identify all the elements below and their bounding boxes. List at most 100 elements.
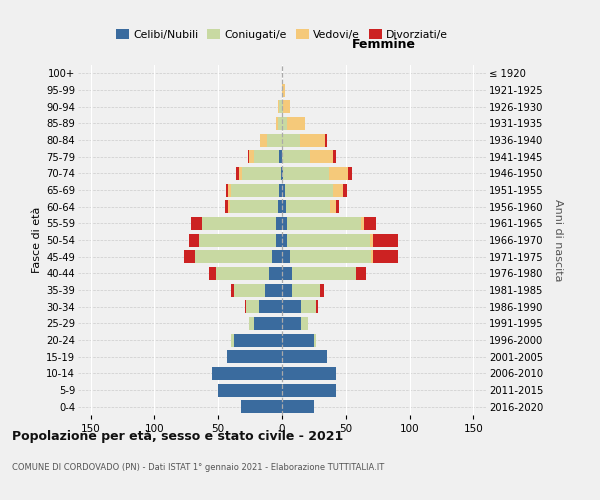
- Bar: [333, 184, 343, 196]
- Bar: [282, 334, 314, 346]
- Bar: [259, 300, 282, 313]
- Bar: [333, 150, 335, 163]
- Bar: [283, 100, 290, 113]
- Bar: [239, 167, 242, 180]
- Bar: [247, 300, 259, 313]
- Bar: [275, 117, 278, 130]
- Y-axis label: Anni di nascita: Anni di nascita: [553, 198, 563, 281]
- Text: COMUNE DI CORDOVADO (PN) - Dati ISTAT 1° gennaio 2021 - Elaborazione TUTTITALIA.: COMUNE DI CORDOVADO (PN) - Dati ISTAT 1°…: [12, 462, 384, 471]
- Bar: [284, 184, 333, 196]
- Bar: [278, 200, 282, 213]
- Bar: [254, 317, 282, 330]
- Bar: [287, 117, 305, 130]
- Bar: [231, 284, 233, 296]
- Bar: [282, 350, 326, 363]
- Bar: [361, 217, 364, 230]
- Bar: [191, 217, 202, 230]
- Bar: [265, 284, 282, 296]
- Bar: [282, 200, 286, 213]
- Bar: [282, 384, 335, 396]
- Bar: [275, 234, 282, 246]
- Bar: [300, 134, 325, 146]
- Bar: [209, 267, 216, 280]
- Bar: [278, 100, 280, 113]
- Bar: [282, 400, 314, 413]
- Bar: [199, 234, 275, 246]
- Legend: Celibi/Nubili, Coniugati/e, Vedovi/e, Divorziati/e: Celibi/Nubili, Coniugati/e, Vedovi/e, Di…: [112, 25, 452, 44]
- Bar: [329, 167, 349, 180]
- Bar: [269, 267, 282, 280]
- Bar: [287, 217, 361, 230]
- Bar: [282, 84, 284, 96]
- Bar: [286, 200, 331, 213]
- Bar: [282, 284, 292, 296]
- Bar: [280, 184, 282, 196]
- Bar: [282, 267, 292, 280]
- Bar: [216, 267, 269, 280]
- Bar: [249, 317, 254, 330]
- Bar: [373, 250, 398, 263]
- Bar: [282, 150, 310, 163]
- Text: Popolazione per età, sesso e stato civile - 2021: Popolazione per età, sesso e stato civil…: [12, 430, 343, 443]
- Bar: [282, 217, 287, 230]
- Bar: [184, 250, 196, 263]
- Bar: [212, 367, 282, 380]
- Bar: [364, 217, 376, 230]
- Bar: [373, 234, 398, 246]
- Bar: [229, 200, 230, 213]
- Bar: [343, 184, 347, 196]
- Bar: [189, 234, 199, 246]
- Bar: [283, 167, 329, 180]
- Bar: [229, 184, 231, 196]
- Bar: [202, 217, 275, 230]
- Bar: [301, 317, 308, 330]
- Bar: [282, 300, 301, 313]
- Bar: [272, 250, 282, 263]
- Bar: [282, 234, 287, 246]
- Bar: [325, 134, 326, 146]
- Bar: [280, 100, 282, 113]
- Bar: [231, 334, 233, 346]
- Bar: [241, 400, 282, 413]
- Bar: [282, 250, 290, 263]
- Bar: [356, 267, 366, 280]
- Bar: [331, 200, 335, 213]
- Bar: [242, 167, 281, 180]
- Bar: [281, 167, 282, 180]
- Bar: [233, 334, 282, 346]
- Bar: [249, 150, 254, 163]
- Bar: [227, 350, 282, 363]
- Bar: [335, 200, 340, 213]
- Bar: [282, 317, 301, 330]
- Bar: [282, 184, 284, 196]
- Bar: [290, 250, 371, 263]
- Bar: [282, 134, 300, 146]
- Bar: [230, 200, 278, 213]
- Y-axis label: Fasce di età: Fasce di età: [32, 207, 42, 273]
- Bar: [226, 184, 229, 196]
- Bar: [282, 167, 283, 180]
- Bar: [260, 134, 267, 146]
- Bar: [301, 300, 316, 313]
- Bar: [320, 284, 324, 296]
- Bar: [314, 334, 316, 346]
- Bar: [254, 150, 280, 163]
- Bar: [370, 234, 373, 246]
- Bar: [231, 184, 280, 196]
- Bar: [196, 250, 272, 263]
- Bar: [233, 284, 265, 296]
- Bar: [282, 100, 283, 113]
- Bar: [248, 150, 249, 163]
- Bar: [280, 150, 282, 163]
- Bar: [275, 217, 282, 230]
- Bar: [310, 150, 333, 163]
- Bar: [292, 267, 356, 280]
- Bar: [282, 367, 335, 380]
- Bar: [236, 167, 239, 180]
- Bar: [267, 134, 282, 146]
- Text: Femmine: Femmine: [352, 38, 416, 51]
- Bar: [371, 250, 373, 263]
- Bar: [316, 300, 318, 313]
- Bar: [349, 167, 352, 180]
- Bar: [292, 284, 320, 296]
